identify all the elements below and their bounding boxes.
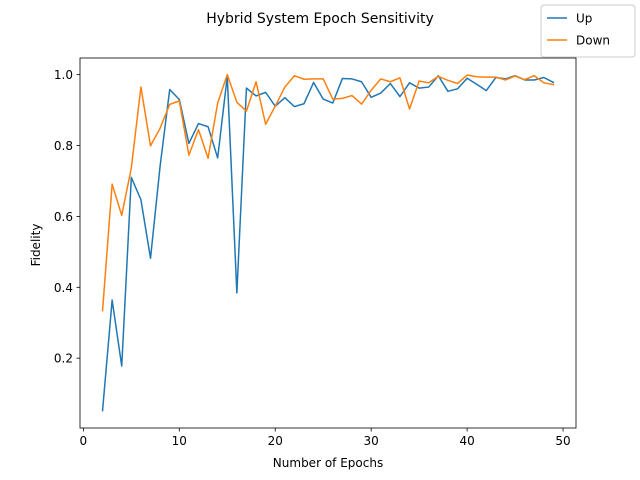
y-tick-label: 0.8 <box>54 139 73 153</box>
x-tick-label: 20 <box>268 434 283 448</box>
legend-label: Down <box>576 34 610 48</box>
y-tick-label: 0.4 <box>54 281 73 295</box>
plot-area: 0 10 20 30 40 50 0.2 0.4 0.6 0.8 1.0 <box>54 57 577 448</box>
series-line-down <box>101 73 555 312</box>
chart-title: Hybrid System Epoch Sensitivity <box>206 11 434 27</box>
x-axis-label: Number of Epochs <box>273 456 383 470</box>
legend: Up Down <box>540 4 636 58</box>
y-tick-label: 0.6 <box>54 210 73 224</box>
x-tick-label: 50 <box>555 434 570 448</box>
series-line-up <box>101 74 555 412</box>
x-tick-label: 0 <box>80 434 88 448</box>
y-tick-label: 1.0 <box>54 68 73 82</box>
x-tick-label: 40 <box>459 434 474 448</box>
x-tick-label: 30 <box>364 434 379 448</box>
axes-frame <box>79 57 577 429</box>
y-tick-label: 0.2 <box>54 352 73 366</box>
legend-label: Up <box>576 12 592 26</box>
y-axis-label: Fidelity <box>29 224 43 267</box>
x-tick-label: 10 <box>172 434 187 448</box>
